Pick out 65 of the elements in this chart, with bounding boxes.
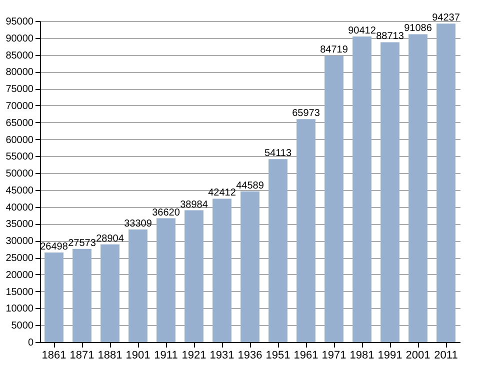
y-tick-label: 35000 bbox=[6, 219, 34, 230]
data-label: 42412 bbox=[208, 188, 236, 199]
data-label: 26498 bbox=[40, 241, 68, 252]
x-tick-label: 1881 bbox=[98, 350, 122, 362]
x-tick-label: 1931 bbox=[210, 350, 234, 362]
bar bbox=[268, 159, 288, 342]
data-label: 65973 bbox=[292, 108, 320, 120]
data-label: 27573 bbox=[68, 238, 96, 249]
bar bbox=[184, 210, 204, 342]
data-label: 88713 bbox=[376, 31, 404, 42]
data-label: 38984 bbox=[180, 199, 208, 210]
bar bbox=[408, 34, 428, 342]
x-tick-label: 1936 bbox=[238, 350, 262, 362]
y-tick-label: 80000 bbox=[6, 67, 34, 78]
x-tick-label: 2011 bbox=[434, 350, 458, 362]
y-tick-label: 0 bbox=[28, 338, 34, 348]
data-label: 91086 bbox=[404, 23, 432, 34]
y-tick-label: 50000 bbox=[6, 168, 34, 180]
y-tick-label: 95000 bbox=[6, 16, 34, 28]
x-tick-label: 1971 bbox=[322, 350, 346, 362]
x-tick-label: 1921 bbox=[182, 350, 206, 362]
y-tick-label: 75000 bbox=[6, 84, 34, 96]
y-tick-label: 5000 bbox=[11, 320, 34, 332]
y-tick-label: 15000 bbox=[6, 286, 34, 298]
data-label: 44589 bbox=[236, 180, 264, 192]
bar bbox=[352, 36, 372, 342]
y-tick-label: 20000 bbox=[6, 270, 34, 281]
bar bbox=[100, 244, 120, 342]
y-tick-label: 30000 bbox=[6, 236, 34, 248]
bar bbox=[324, 56, 344, 342]
bar bbox=[296, 119, 316, 342]
y-tick-label: 90000 bbox=[6, 33, 34, 44]
y-tick-label: 60000 bbox=[6, 134, 34, 146]
data-label: 28904 bbox=[96, 233, 124, 244]
data-label: 90412 bbox=[348, 26, 376, 37]
data-label: 94237 bbox=[432, 12, 460, 24]
bar bbox=[212, 198, 232, 342]
y-tick-label: 45000 bbox=[6, 185, 34, 196]
bar bbox=[128, 229, 148, 342]
x-tick-label: 1901 bbox=[126, 350, 150, 362]
y-tick-label: 10000 bbox=[6, 304, 34, 315]
bar bbox=[44, 252, 64, 342]
bar bbox=[436, 24, 456, 342]
y-tick-label: 40000 bbox=[6, 202, 34, 214]
x-tick-label: 1861 bbox=[42, 350, 66, 362]
x-tick-label: 1991 bbox=[378, 350, 402, 362]
x-tick-label: 2001 bbox=[406, 350, 430, 362]
x-tick-label: 1951 bbox=[266, 350, 290, 362]
bar bbox=[156, 218, 176, 342]
y-tick-label: 55000 bbox=[6, 152, 34, 163]
data-label: 33309 bbox=[124, 218, 152, 230]
y-tick-label: 25000 bbox=[6, 253, 34, 264]
x-tick-label: 1871 bbox=[70, 350, 94, 362]
x-tick-label: 1911 bbox=[154, 350, 178, 362]
data-label: 54113 bbox=[264, 148, 292, 160]
data-label: 36620 bbox=[152, 207, 180, 218]
bar bbox=[72, 248, 92, 342]
data-label: 84719 bbox=[320, 44, 348, 56]
x-tick-label: 1961 bbox=[294, 350, 318, 362]
bar bbox=[240, 191, 260, 342]
y-tick-label: 85000 bbox=[6, 50, 34, 62]
x-tick-label: 1981 bbox=[350, 350, 374, 362]
bar bbox=[380, 42, 400, 342]
y-tick-label: 70000 bbox=[6, 100, 34, 112]
y-tick-label: 65000 bbox=[6, 118, 34, 129]
